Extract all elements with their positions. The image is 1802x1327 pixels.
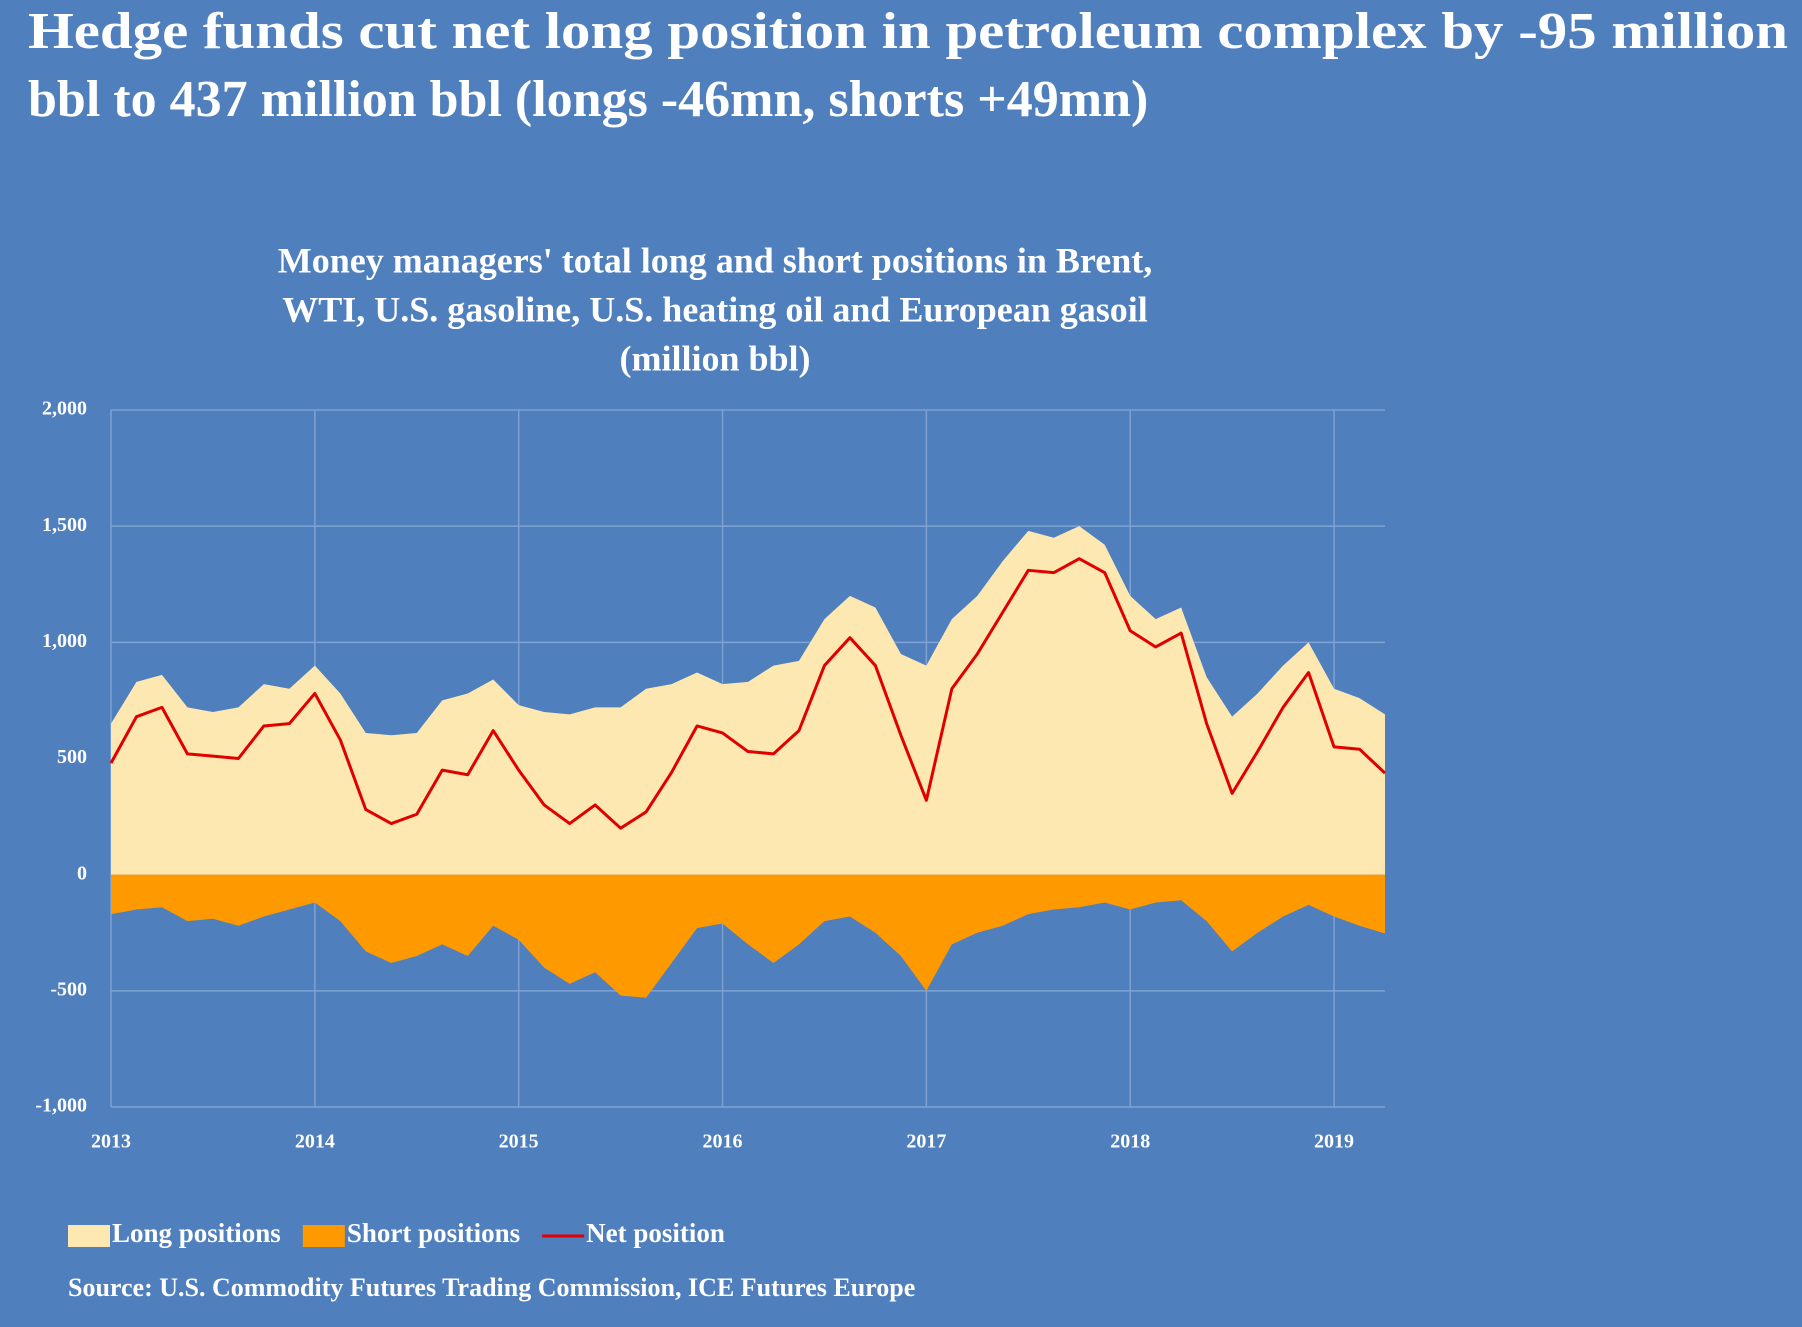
headline: bbl to 437 million bbl (longs -46mn, sho… bbox=[28, 71, 1148, 128]
y-tick-label: 500 bbox=[57, 746, 87, 768]
chart-title: Money managers' total long and short pos… bbox=[278, 240, 1152, 280]
y-tick-label: 0 bbox=[77, 862, 87, 884]
y-tick-label: 1,000 bbox=[42, 630, 87, 652]
legend-label: Long positions bbox=[112, 1218, 281, 1248]
chart-title: WTI, U.S. gasoline, U.S. heating oil and… bbox=[282, 289, 1148, 329]
source: Source: U.S. Commodity Futures Trading C… bbox=[68, 1273, 915, 1302]
x-tick-label: 2014 bbox=[295, 1131, 335, 1153]
y-tick-label: 1,500 bbox=[42, 514, 87, 536]
y-tick-label: 2,000 bbox=[42, 398, 87, 420]
y-tick-label: -500 bbox=[50, 978, 87, 1000]
legend-label: Net position bbox=[586, 1218, 725, 1248]
x-tick-label: 2017 bbox=[906, 1131, 946, 1153]
legend-label: Short positions bbox=[347, 1218, 520, 1248]
x-tick-label: 2019 bbox=[1314, 1131, 1354, 1153]
legend-swatch bbox=[302, 1225, 345, 1247]
x-tick-label: 2016 bbox=[703, 1131, 743, 1153]
x-tick-label: 2015 bbox=[499, 1131, 539, 1153]
chart-title: (million bbl) bbox=[619, 338, 810, 378]
headline: Hedge funds cut net long position in pet… bbox=[28, 3, 1788, 60]
area bbox=[111, 526, 1385, 875]
y-tick-label: -1,000 bbox=[35, 1095, 87, 1117]
x-tick-label: 2013 bbox=[91, 1131, 131, 1153]
x-tick-label: 2018 bbox=[1110, 1131, 1150, 1153]
line bbox=[109, 557, 1387, 830]
area bbox=[111, 874, 1385, 998]
legend-swatch bbox=[68, 1225, 110, 1247]
